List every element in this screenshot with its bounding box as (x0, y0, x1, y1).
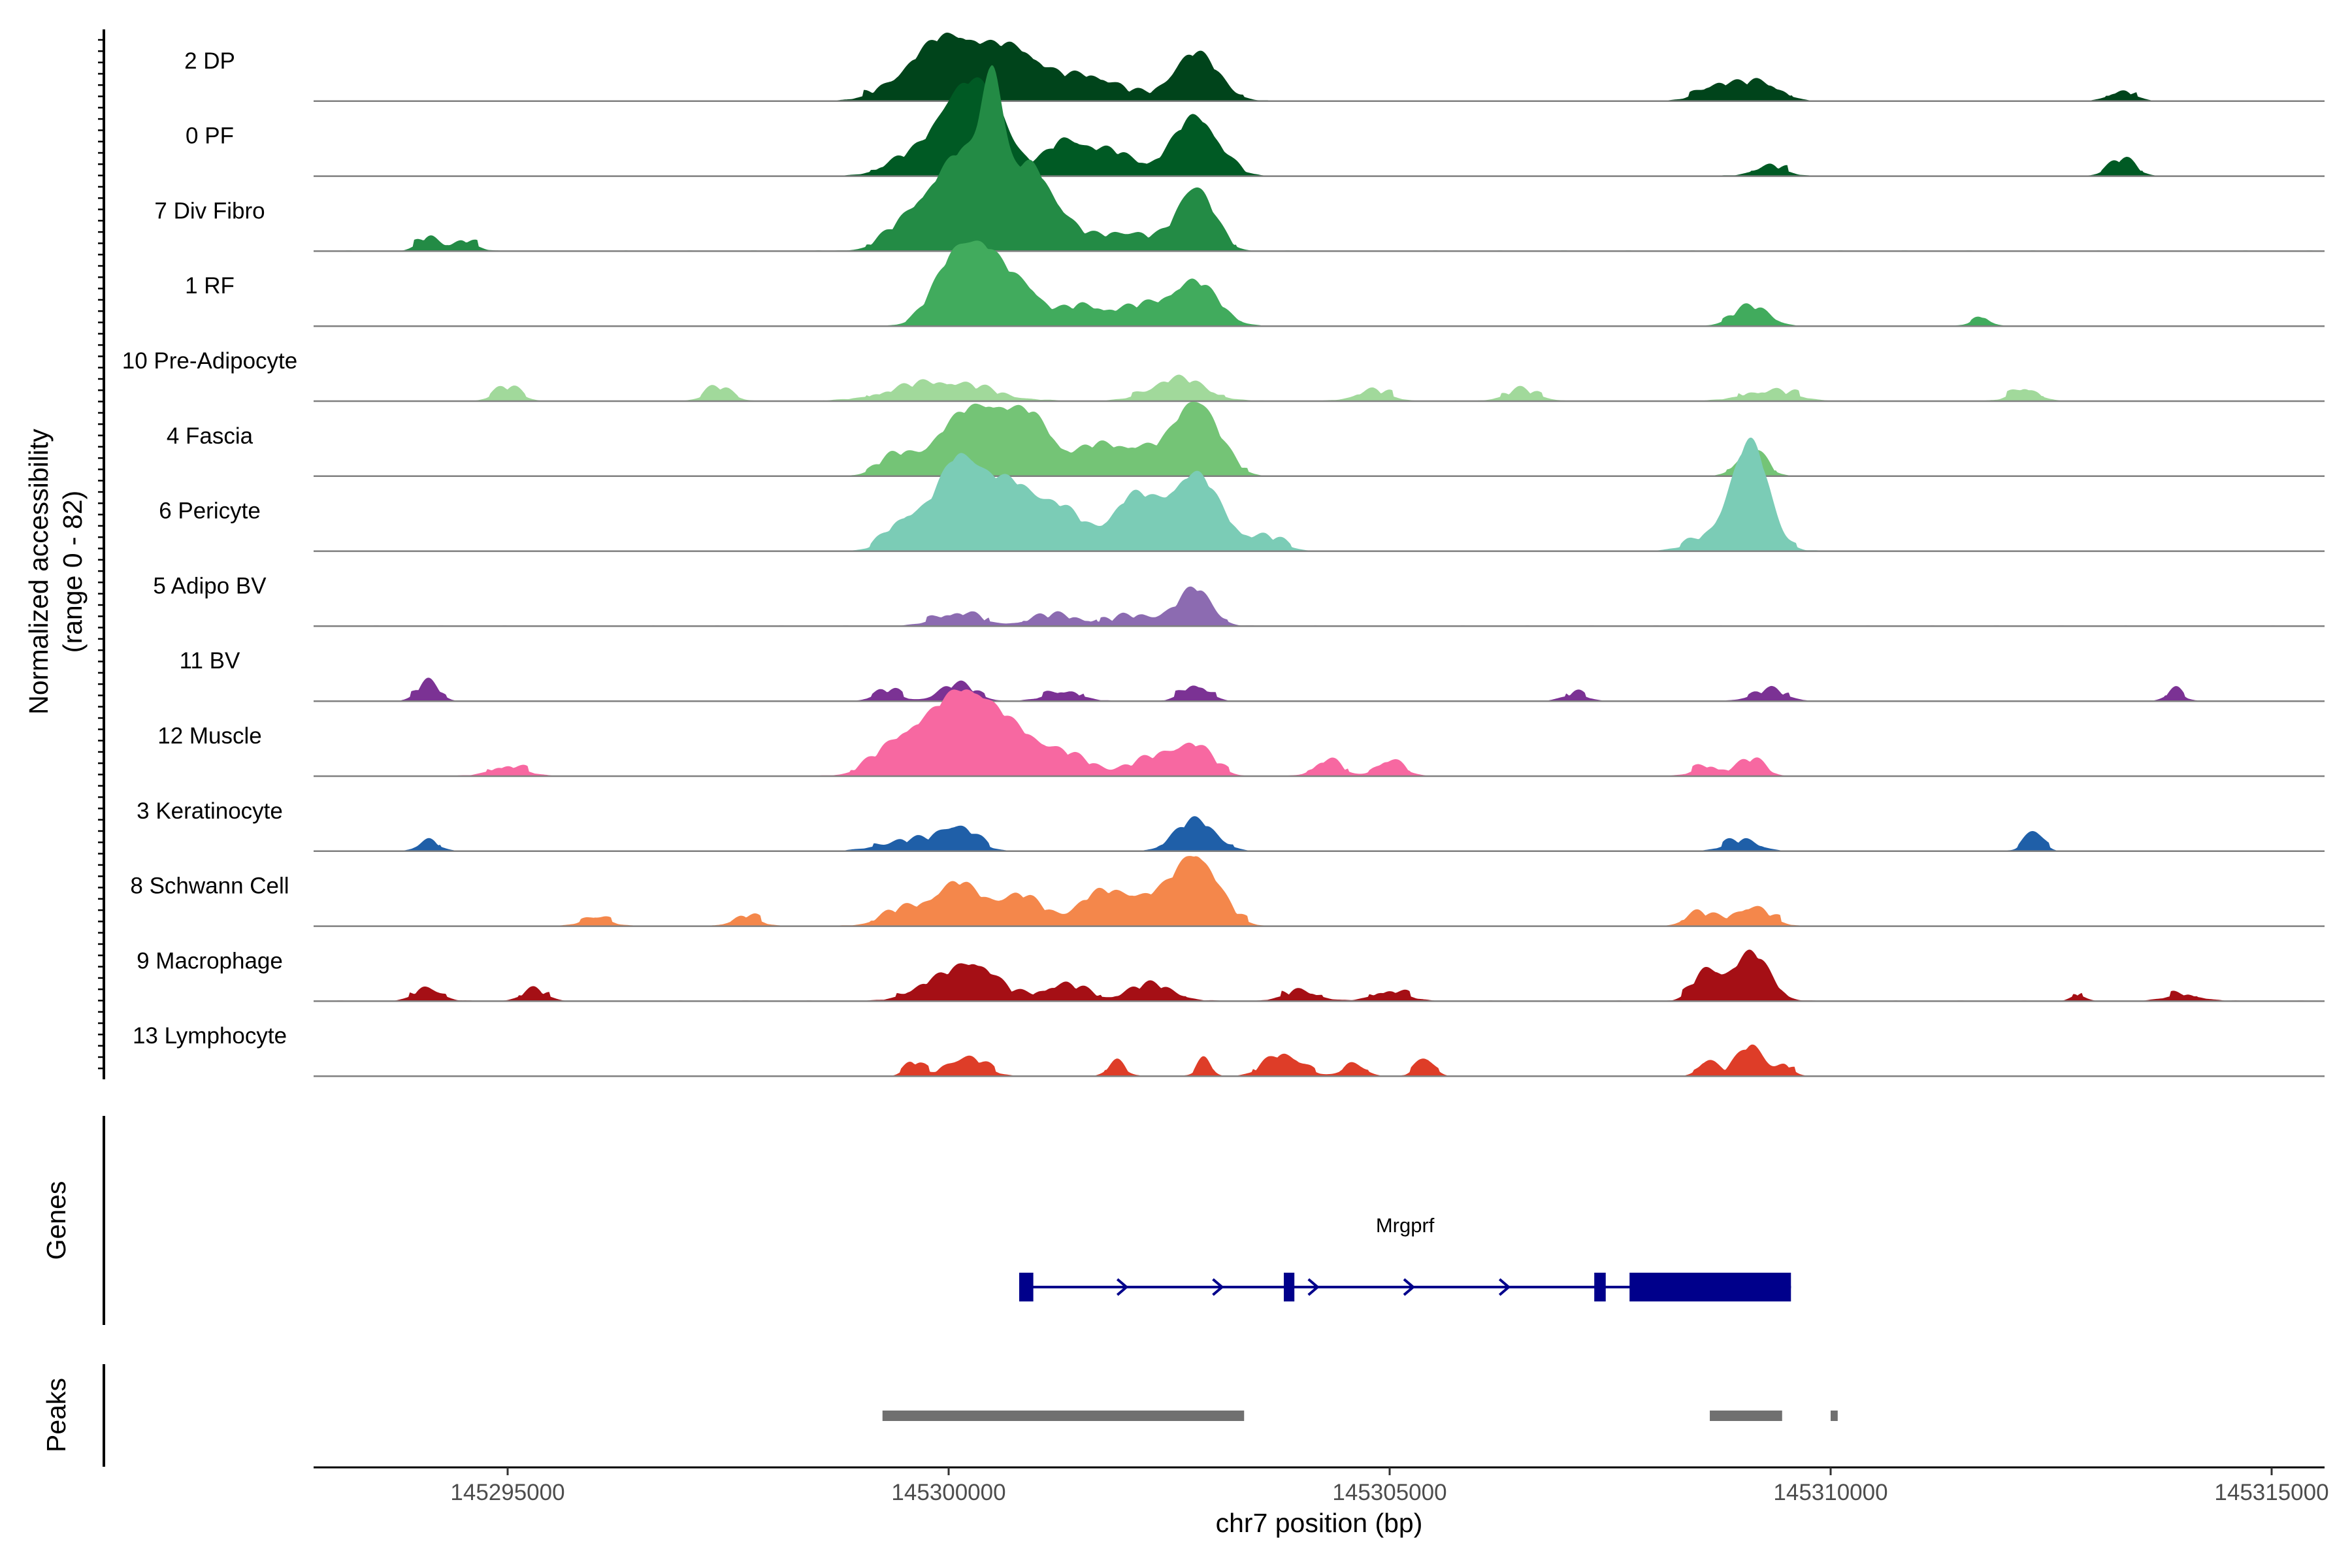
coverage-area (314, 65, 2325, 252)
track-label: 13 Lymphocyte (133, 1023, 287, 1049)
peak-region (1710, 1411, 1782, 1421)
x-tick-label: 145300000 (891, 1480, 1005, 1505)
coverage-area (314, 949, 2325, 1002)
track-10-pre-adipocyte: 10 Pre-Adipocyte (122, 348, 2325, 402)
coverage-tracks: 2 DP 0 PF 7 Div Fibro 1 RF 10 Pre-Adipocyte 4… (122, 32, 2325, 1077)
gene-exon (1019, 1273, 1034, 1301)
y-axis-range-label: (range 0 - 82) (57, 491, 88, 653)
x-tick-label: 145305000 (1332, 1480, 1446, 1505)
coverage-area (314, 1044, 2325, 1077)
strand-arrow (1307, 1278, 1320, 1296)
track-8-schwann-cell: 8 Schwann Cell (130, 856, 2325, 927)
peaks-track (882, 1411, 1838, 1421)
peak-region (1831, 1411, 1838, 1421)
coverage-area (314, 240, 2325, 327)
coverage-area (314, 586, 2325, 627)
gene-exon (1284, 1273, 1295, 1301)
coverage-area (314, 32, 2325, 101)
peaks-panel-label: Peaks (41, 1378, 71, 1452)
strand-arrow (1212, 1278, 1224, 1296)
x-tick-label: 145315000 (2214, 1480, 2328, 1505)
track-label: 10 Pre-Adipocyte (122, 348, 297, 374)
track-label: 4 Fascia (167, 423, 253, 449)
gene-exon (1594, 1273, 1606, 1301)
track-1-rf: 1 RF (185, 240, 2325, 327)
coverage-area (314, 401, 2325, 476)
gene-mrgprf: Mrgprf (1019, 1214, 1791, 1301)
track-2-dp: 2 DP (184, 32, 2325, 103)
strand-arrow (1403, 1278, 1416, 1296)
gene-track: Mrgprf (1019, 1214, 1791, 1301)
track-12-muscle: 12 Muscle (157, 689, 2325, 777)
track-label: 9 Macrophage (137, 948, 283, 973)
coverage-area (314, 678, 2325, 702)
x-axis: 145295000 145300000 145305000 145310000 1453… (450, 1467, 2329, 1505)
y-axis-title: Normalized accessibility (24, 429, 54, 715)
track-4-fascia: 4 Fascia (167, 401, 2325, 478)
track-13-lymphocyte: 13 Lymphocyte (133, 1023, 2325, 1077)
track-label: 1 RF (185, 273, 235, 299)
peak-region (882, 1411, 1245, 1421)
track-6-pericyte: 6 Pericyte (159, 437, 2325, 552)
coverage-area (314, 374, 2325, 401)
track-3-keratinocyte: 3 Keratinocyte (137, 798, 2325, 853)
coverage-area (314, 437, 2325, 551)
track-label: 0 PF (186, 123, 234, 149)
track-label: 12 Muscle (157, 723, 262, 749)
strand-arrow (1498, 1278, 1511, 1296)
coverage-area (314, 816, 2325, 851)
coverage-area (314, 856, 2325, 926)
track-7-div-fibro: 7 Div Fibro (154, 65, 2325, 252)
strand-arrow (1116, 1278, 1129, 1296)
track-11-bv: 11 BV (180, 648, 2325, 702)
gene-exon (1629, 1273, 1791, 1301)
track-label: 5 Adipo BV (153, 573, 267, 598)
coverage-area (314, 689, 2325, 776)
x-tick-label: 145310000 (1773, 1480, 1887, 1505)
track-label: 3 Keratinocyte (137, 798, 283, 824)
x-tick-label: 145295000 (450, 1480, 564, 1505)
track-5-adipo-bv: 5 Adipo BV (153, 573, 2325, 627)
y-axis (98, 29, 105, 1079)
x-axis-title: chr7 position (bp) (1216, 1508, 1423, 1538)
track-label: 7 Div Fibro (154, 198, 265, 223)
genes-panel-label: Genes (41, 1181, 71, 1260)
track-9-macrophage: 9 Macrophage (137, 948, 2325, 1002)
track-0-pf: 0 PF (186, 77, 2325, 177)
track-label: 8 Schwann Cell (130, 874, 289, 899)
track-label: 6 Pericyte (159, 498, 261, 524)
gene-name-label: Mrgprf (1376, 1214, 1435, 1237)
track-label: 11 BV (180, 648, 240, 674)
coverage-area (314, 77, 2325, 176)
track-label: 2 DP (184, 48, 235, 74)
